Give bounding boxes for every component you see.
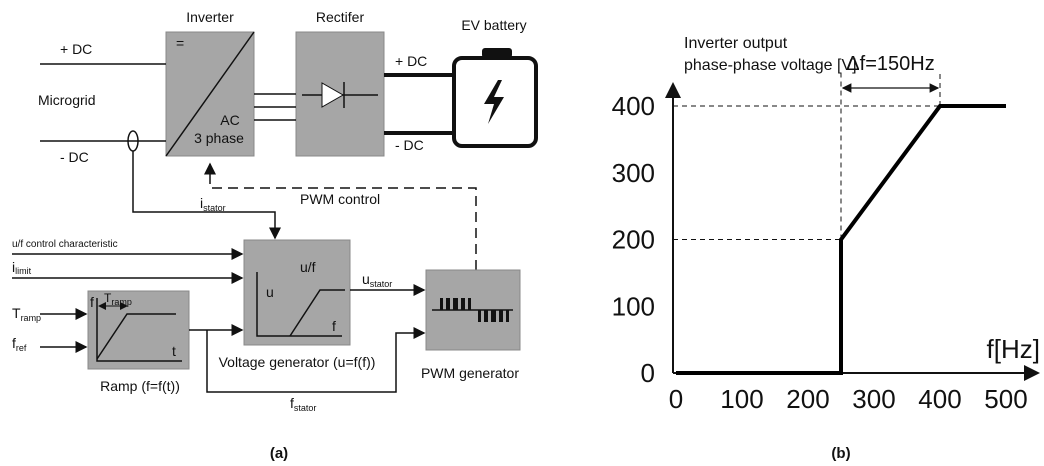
vg-curve	[289, 289, 345, 337]
ramp-curve	[96, 313, 176, 360]
vg-title: u/f	[300, 259, 316, 275]
y-axis-label: phase-phase voltage [V]	[684, 57, 857, 74]
y-tick-label: 200	[612, 225, 655, 255]
ac-label: AC	[220, 112, 239, 128]
x-tick-label: 300	[852, 384, 895, 414]
fref-base: f	[12, 335, 16, 351]
istator-label: istator	[200, 195, 226, 213]
caption-a: (a)	[270, 445, 288, 462]
y-axis-label: Inverter output	[684, 35, 788, 52]
fref-label: fref	[12, 335, 27, 353]
ilimit-base: i	[12, 259, 15, 275]
vg-caption: Voltage generator (u=f(f))	[219, 354, 376, 370]
inverter-title: Inverter	[186, 9, 234, 25]
battery-terminal	[482, 48, 512, 58]
fstator-arrow	[206, 327, 426, 393]
pwm-control-arrow	[204, 162, 477, 270]
istator-sub: stator	[203, 203, 226, 213]
microgrid-plus: + DC	[60, 41, 92, 57]
ramp-tramp-base: T	[104, 291, 112, 305]
x-tick-label: 0	[669, 384, 683, 414]
ilimit-label: ilimit	[12, 259, 32, 276]
fstator-base: f	[290, 395, 294, 411]
ramp-t: t	[172, 343, 176, 359]
y-tick-label: 300	[612, 158, 655, 188]
fstator-label: fstator	[290, 395, 316, 413]
ramp-caption: Ramp (f=f(t))	[100, 378, 180, 394]
phase-label: 3 phase	[194, 130, 244, 146]
battery-title: EV battery	[461, 17, 526, 33]
y-tick-label: 400	[612, 91, 655, 121]
x-axis-label: f[Hz]	[987, 334, 1040, 364]
x-tick-label: 500	[984, 384, 1027, 414]
ustator-label: ustator	[362, 271, 392, 289]
tramp-sub: ramp	[21, 313, 42, 323]
istator-arrow	[132, 151, 281, 240]
fref-sub: ref	[16, 343, 27, 353]
diagram: Inverter = AC 3 phase Rectifer + DC - DC…	[12, 9, 538, 462]
vg-f: f	[332, 318, 336, 334]
ramp-f: f	[90, 294, 94, 310]
y-tick-label: 0	[641, 358, 655, 388]
y-tick-label: 100	[612, 291, 655, 321]
pwm-caption: PWM generator	[421, 365, 519, 381]
ramp-axes	[96, 298, 182, 362]
battery-plus: + DC	[395, 53, 427, 69]
vg-box	[243, 239, 351, 346]
bolt	[484, 80, 504, 124]
tramp-base: T	[12, 305, 21, 321]
ustator-sub: stator	[370, 279, 393, 289]
ramp-tramp: Tramp	[104, 291, 132, 307]
inverter-diagonal	[165, 31, 255, 157]
chart: 0 100 200 300 400 500 0 100 200 300 400 f[Hz] Invert…	[612, 35, 1040, 462]
istator-base: i	[200, 195, 203, 211]
x-tick-label: 200	[786, 384, 829, 414]
vg-axes	[256, 272, 342, 337]
three-phase-lines	[254, 93, 296, 121]
x-tick-label: 400	[918, 384, 961, 414]
rectifier-title: Rectifer	[316, 9, 365, 25]
tramp-label: Tramp	[12, 305, 41, 323]
ramp-tramp-sub: ramp	[111, 297, 132, 307]
fstator-sub: stator	[294, 403, 317, 413]
x-tick-label: 100	[720, 384, 763, 414]
vg-u: u	[266, 284, 274, 300]
uf-char-label: u/f control characteristic	[12, 239, 118, 250]
dc-symbol: =	[176, 35, 184, 51]
pwm-pattern	[432, 298, 513, 322]
ustator-base: u	[362, 271, 370, 287]
caption: (b)	[831, 445, 850, 462]
series-line	[676, 104, 1006, 375]
microgrid-minus: - DC	[60, 149, 89, 165]
ilimit-sub: limit	[15, 266, 31, 276]
annotation: Δf=150Hz	[846, 53, 934, 75]
battery-minus: - DC	[395, 137, 424, 153]
pwm-control-label: PWM control	[300, 191, 380, 207]
diode	[302, 82, 378, 108]
microgrid-label: Microgrid	[38, 92, 96, 108]
